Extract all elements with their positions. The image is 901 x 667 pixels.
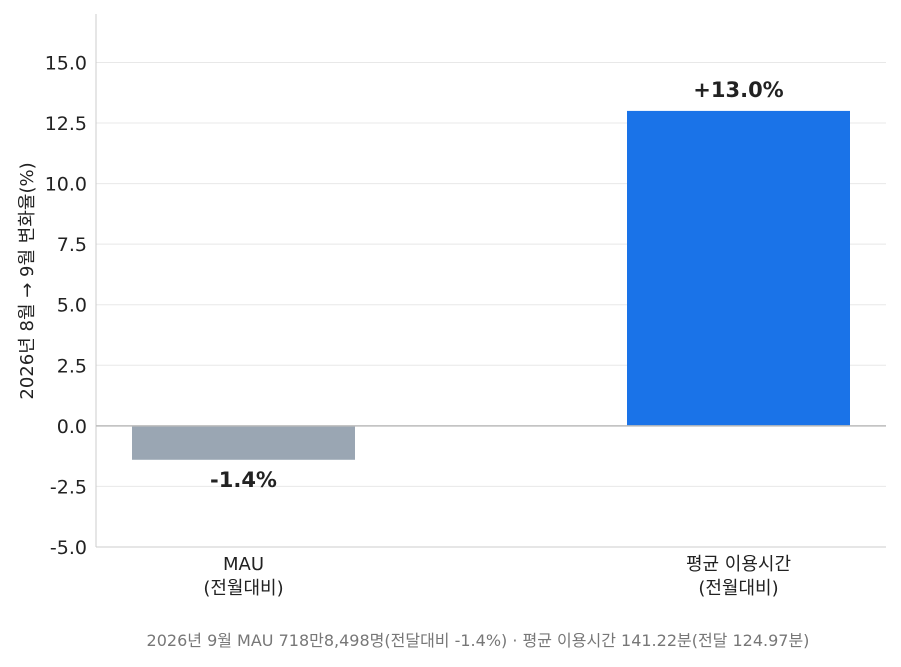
data-label: -1.4% (210, 468, 277, 492)
category-label: (전월대비) (698, 578, 778, 599)
category-label: 평균 이용시간 (686, 554, 791, 575)
y-tick-label: 2.5 (57, 355, 87, 377)
y-tick-label: 15.0 (45, 52, 87, 74)
y-tick-label: 10.0 (45, 174, 87, 196)
y-axis-label: 2026년 8월 → 9월 변화율(%) (17, 162, 38, 399)
bar (627, 110, 850, 426)
data-labels: -1.4% +13.0% (210, 78, 784, 492)
category-label: (전월대비) (203, 578, 283, 599)
footnote: 2026년 9월 MAU 718만8,498명(전달대비 -1.4%) · 평균… (147, 631, 810, 650)
data-label: +13.0% (693, 78, 783, 102)
y-tick-labels: -5.0 -2.5 0.0 2.5 5.0 7.5 10.0 12.5 15.0 (45, 52, 87, 559)
y-tick-label: -5.0 (50, 537, 87, 559)
y-tick-label: 12.5 (45, 113, 87, 135)
grid-lines (96, 61, 886, 487)
y-tick-label: -2.5 (50, 476, 87, 498)
category-label: MAU (223, 554, 264, 575)
y-tick-label: 7.5 (57, 234, 87, 256)
bar (132, 425, 355, 460)
y-tick-label: 0.0 (57, 416, 87, 438)
y-tick-label: 5.0 (57, 295, 87, 317)
bars (132, 110, 850, 460)
category-labels: MAU (전월대비) 평균 이용시간 (전월대비) (203, 554, 791, 599)
